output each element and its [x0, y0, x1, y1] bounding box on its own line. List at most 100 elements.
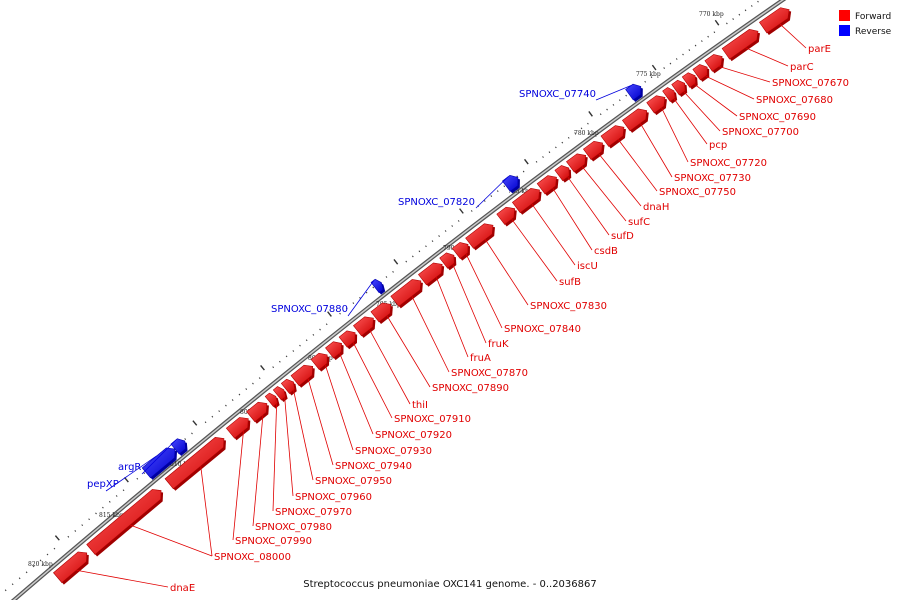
gene-label-fruK[interactable]: fruK: [488, 339, 509, 350]
forward-gene-arrow[interactable]: [621, 108, 648, 132]
gene-label[interactable]: SPNOXC_07840: [504, 324, 581, 335]
forward-gene-arrow[interactable]: [439, 252, 455, 269]
backbone-tick: [490, 195, 493, 197]
reverse-gene-arrow[interactable]: [625, 83, 642, 101]
forward-gene-arrow[interactable]: [465, 223, 494, 249]
gene-label[interactable]: SPNOXC_07930: [355, 446, 432, 457]
forward-gene-arrow[interactable]: [272, 386, 286, 401]
gene-label-argR[interactable]: argR: [118, 462, 141, 473]
backbone-tick: [548, 151, 551, 154]
forward-gene-arrow[interactable]: [704, 54, 723, 72]
gene-label[interactable]: SPNOXC_07820: [398, 197, 475, 208]
gene-label[interactable]: SPNOXC_07990: [235, 536, 312, 547]
gene-label-pepXP[interactable]: pepXP: [87, 479, 119, 490]
gene-label[interactable]: SPNOXC_07750: [659, 187, 736, 198]
legend-swatch-reverse: [839, 25, 850, 36]
backbone-tick: [54, 535, 60, 541]
forward-gene-arrow[interactable]: [721, 29, 759, 60]
backbone-tick: [305, 339, 308, 342]
forward-gene-arrow[interactable]: [280, 378, 296, 394]
gene-label-sufC[interactable]: sufC: [628, 217, 650, 228]
gene-label-sufD[interactable]: sufD: [611, 231, 634, 242]
backbone-tick: [444, 230, 447, 232]
forward-gene-arrow[interactable]: [582, 140, 603, 160]
forward-gene-arrow[interactable]: [759, 7, 790, 34]
gene-label[interactable]: SPNOXC_07880: [271, 304, 348, 315]
forward-gene-arrow[interactable]: [536, 175, 557, 195]
backbone-tick: [470, 210, 473, 212]
gene-label[interactable]: SPNOXC_07720: [690, 158, 767, 169]
gene-label-parE[interactable]: parE: [808, 44, 831, 55]
forward-gene-arrow[interactable]: [338, 330, 356, 348]
forward-gene-arrow[interactable]: [662, 87, 676, 102]
gene-label-sufB[interactable]: sufB: [559, 277, 581, 288]
gene-label-dnaE[interactable]: dnaE: [170, 583, 195, 594]
forward-gene-arrow[interactable]: [353, 316, 374, 337]
forward-gene-arrow[interactable]: [370, 302, 392, 323]
forward-gene-arrow[interactable]: [310, 352, 328, 371]
backbone-tick: [757, 0, 759, 3]
gene-label[interactable]: SPNOXC_07700: [722, 127, 799, 138]
backbone-tick: [231, 399, 234, 401]
forward-gene-arrow[interactable]: [671, 79, 686, 96]
forward-gene-arrow[interactable]: [418, 262, 443, 286]
backbone-tick: [32, 565, 35, 568]
backbone-tick: [588, 111, 593, 117]
forward-gene-arrow[interactable]: [681, 72, 697, 88]
forward-gene-arrow[interactable]: [566, 153, 587, 173]
forward-gene-arrow[interactable]: [53, 551, 88, 584]
forward-gene-arrow[interactable]: [246, 401, 268, 423]
forward-gene-arrow[interactable]: [554, 165, 570, 182]
gene-label[interactable]: SPNOXC_07890: [432, 383, 509, 394]
gene-label[interactable]: SPNOXC_07730: [674, 173, 751, 184]
forward-gene-arrow[interactable]: [692, 64, 708, 81]
forward-gene-arrow[interactable]: [264, 392, 278, 407]
gene-label[interactable]: SPNOXC_07960: [295, 492, 372, 503]
gene-label-thiI[interactable]: thiI: [412, 400, 428, 411]
reverse-gene-arrow[interactable]: [141, 447, 176, 479]
forward-gene-arrow[interactable]: [325, 341, 342, 359]
backbone-tick: [744, 9, 747, 12]
forward-gene-arrow[interactable]: [390, 279, 422, 307]
forward-gene-arrow[interactable]: [290, 364, 314, 387]
gene-label[interactable]: SPNOXC_07690: [739, 112, 816, 123]
gene-label[interactable]: SPNOXC_07920: [375, 430, 452, 441]
gene-label-parC[interactable]: parC: [790, 62, 814, 73]
reverse-gene-arrow[interactable]: [501, 175, 519, 192]
gene-label-fruA[interactable]: fruA: [470, 353, 491, 364]
gene-label-pcp[interactable]: pcp: [709, 140, 727, 151]
forward-gene-arrow[interactable]: [451, 242, 469, 260]
forward-gene-arrow[interactable]: [225, 417, 249, 439]
reverse-gene-arrow[interactable]: [370, 278, 384, 294]
gene-label[interactable]: SPNOXC_07740: [519, 89, 596, 100]
backbone-tick: [260, 365, 265, 371]
forward-gene-arrow[interactable]: [511, 188, 540, 214]
gene-label[interactable]: SPNOXC_07970: [275, 507, 352, 518]
reverse-gene-arrow[interactable]: [170, 438, 186, 455]
gene-label[interactable]: SPNOXC_07680: [756, 95, 833, 106]
forward-gene-arrow[interactable]: [496, 206, 516, 225]
gene-label[interactable]: SPNOXC_08000: [214, 552, 291, 563]
gene-label[interactable]: SPNOXC_07980: [255, 522, 332, 533]
gene-label[interactable]: SPNOXC_07910: [394, 414, 471, 425]
gene-label[interactable]: SPNOXC_07940: [335, 461, 412, 472]
backbone-tick: [46, 553, 49, 556]
backbone-tick: [53, 547, 56, 550]
backbone-tick: [701, 40, 703, 43]
gene-label[interactable]: SPNOXC_07950: [315, 476, 392, 487]
gene-label-iscU[interactable]: iscU: [577, 261, 598, 272]
tick-label: 815 kbp: [99, 512, 124, 519]
forward-gene-arrow[interactable]: [86, 489, 162, 555]
gene-label[interactable]: SPNOXC_07870: [451, 368, 528, 379]
backbone-tick: [405, 260, 408, 263]
backbone-tick: [694, 44, 697, 47]
forward-gene-arrow[interactable]: [600, 125, 625, 147]
gene-label-csdB[interactable]: csdB: [594, 246, 618, 257]
gene-label-dnaH[interactable]: dnaH: [643, 202, 669, 213]
gene-label[interactable]: SPNOXC_07830: [530, 301, 607, 312]
gene-label[interactable]: SPNOXC_07670: [772, 78, 849, 89]
forward-gene-arrow[interactable]: [646, 95, 666, 114]
forward-gene-arrow[interactable]: [164, 437, 225, 490]
backbone-tick: [523, 158, 529, 165]
